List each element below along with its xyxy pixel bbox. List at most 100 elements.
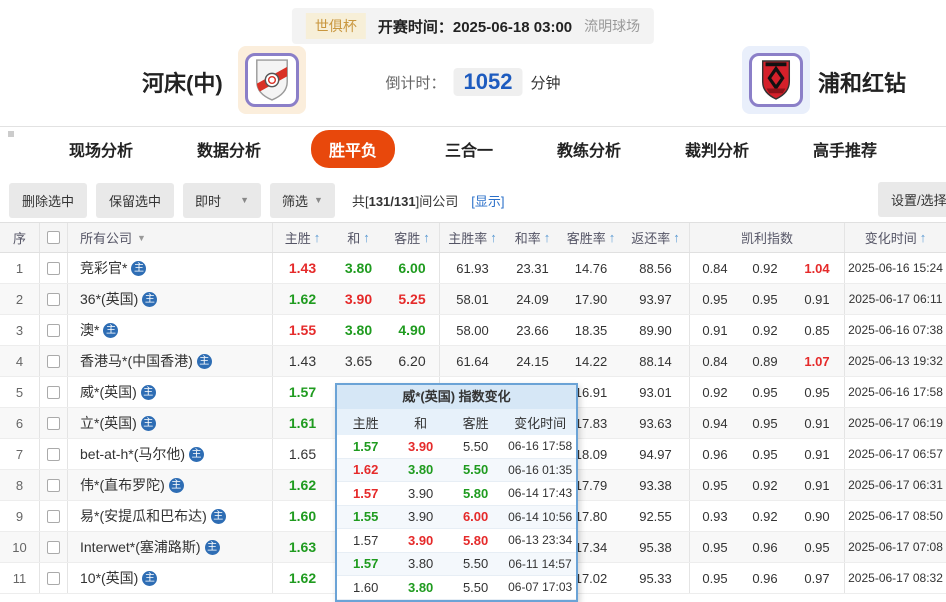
company-cell[interactable]: 威*(英国) 主 (68, 377, 273, 407)
popup-odds-value: 3.90 (407, 509, 434, 525)
row-checkbox[interactable] (47, 478, 60, 492)
home-badge-icon: 主 (210, 508, 226, 524)
row-checkbox[interactable] (47, 323, 60, 337)
row-checkbox-cell (40, 284, 68, 314)
tab-three-in-one[interactable]: 三合一 (444, 143, 493, 160)
row-checkbox[interactable] (47, 540, 60, 554)
delete-selected-button[interactable]: 删除选中 (9, 182, 88, 218)
tab-coach-analysis[interactable]: 教练分析 (557, 143, 622, 160)
col-header-draw[interactable]: 和 ↑ (347, 230, 370, 246)
row-checkbox[interactable] (47, 385, 60, 399)
popup-odds-value: 1.55 (353, 509, 379, 525)
popup-odds-value: 1.60 (353, 579, 379, 595)
row-checkbox[interactable] (47, 571, 60, 585)
company-cell[interactable]: 36*(英国) 主 (68, 284, 273, 314)
popup-odds-value: 3.90 (407, 485, 434, 501)
keep-selected-button[interactable]: 保留选中 (96, 182, 175, 218)
odds-value: 1.65 (288, 446, 317, 462)
time-filter-dropdown[interactable]: 即时 ▼ (183, 182, 262, 218)
row-checkbox-cell (40, 501, 68, 531)
rate-value: 95.33 (622, 563, 690, 593)
company-cell[interactable]: 伟*(直布罗陀) 主 (68, 470, 273, 500)
kelly-value: 0.95 (702, 539, 728, 555)
home-badge-icon: 主 (142, 291, 158, 307)
row-index: 5 (0, 377, 40, 407)
popup-change-time: 06-07 17:03 (508, 580, 573, 595)
rate-value: 88.14 (622, 346, 690, 376)
popup-change-time: 06-11 14:57 (508, 556, 572, 571)
col-header-home-rate[interactable]: 主胜率 ↑ (448, 230, 497, 246)
col-header-change-time[interactable]: 变化时间 ↑ (864, 230, 927, 246)
change-time: 2025-06-16 15:24 (848, 261, 943, 275)
sort-up-icon: ↑ (313, 230, 321, 245)
company-cell[interactable]: 易*(安提瓜和巴布达) 主 (68, 501, 273, 531)
popup-body: 1.57 3.90 5.50 06-16 17:58 1.62 3.80 5.50 06-16… (337, 435, 576, 600)
time-filter-label: 即时 (195, 193, 222, 209)
col-header-kelly[interactable]: 凯利指数 (690, 223, 845, 252)
company-cell[interactable]: 香港马*(中国香港) 主 (68, 346, 273, 376)
col-header-home[interactable]: 主胜 ↑ (284, 230, 321, 246)
company-cell[interactable]: 竞彩官* 主 (68, 253, 273, 283)
sort-up-icon: ↑ (423, 230, 430, 245)
filter-dropdown[interactable]: 筛选 ▼ (270, 182, 335, 218)
company-name: Interwet*(塞浦路斯) (80, 539, 201, 555)
row-checkbox[interactable] (47, 447, 60, 461)
row-index: 9 (0, 501, 40, 531)
col-header-index[interactable]: 序 (0, 223, 40, 252)
rate-value: 93.38 (622, 470, 690, 500)
select-all-checkbox[interactable] (47, 231, 60, 244)
company-cell[interactable]: bet-at-h*(马尔他) 主 (68, 439, 273, 469)
popup-col-header: 变化时间 (514, 415, 567, 431)
rate-value: 93.63 (622, 408, 690, 438)
kelly-value: 0.95 (790, 532, 845, 562)
urawa-reds-crest-icon (761, 60, 791, 100)
company-name: 竞彩官* (80, 260, 128, 276)
match-info-bar: 世俱杯 开赛时间：2025-06-18 03:00 流明球场 (291, 8, 655, 44)
rate-value: 61.93 (456, 260, 489, 276)
odds-value: 3.80 (344, 322, 373, 338)
change-time: 2025-06-17 06:11 (848, 292, 943, 306)
kelly-value: 0.95 (790, 377, 845, 407)
tab-expert-picks[interactable]: 高手推荐 (813, 143, 878, 160)
kelly-value: 0.95 (702, 477, 728, 493)
rate-value: 88.56 (622, 253, 690, 283)
row-index: 4 (0, 346, 40, 376)
popup-row: 1.57 3.90 5.50 06-16 17:58 (337, 435, 576, 459)
company-cell[interactable]: 立*(英国) 主 (68, 408, 273, 438)
odds-value: 1.43 (288, 260, 317, 276)
tab-win-draw-lose[interactable]: 胜平负 (310, 130, 395, 168)
company-cell[interactable]: 10*(英国) 主 (68, 563, 273, 593)
col-header-away-rate[interactable]: 客胜率 ↑ (566, 230, 616, 246)
row-checkbox[interactable] (47, 292, 60, 306)
row-checkbox[interactable] (47, 416, 60, 430)
company-cell[interactable]: Interwet*(塞浦路斯) 主 (68, 532, 273, 562)
popup-odds-value: 3.90 (407, 532, 434, 548)
company-name: 伟*(直布罗陀) (80, 477, 165, 493)
show-link[interactable]: [显示] (471, 193, 505, 209)
settings-button[interactable]: 设置/选择 (878, 182, 946, 217)
change-time: 2025-06-17 07:08 (848, 540, 943, 554)
kelly-value: 0.90 (790, 501, 845, 531)
tab-live-analysis[interactable]: 现场分析 (68, 143, 133, 160)
countdown: 倒计时： 1052 分钟 (386, 68, 560, 96)
col-header-company[interactable]: 所有公司 ▼ (68, 223, 273, 252)
popup-col-header: 客胜 (462, 415, 489, 431)
popup-odds-value: 5.50 (462, 556, 489, 572)
col-header-draw-rate[interactable]: 和率 ↑ (514, 230, 551, 246)
row-checkbox[interactable] (47, 509, 60, 523)
col-header-return-rate[interactable]: 返还率 ↑ (622, 223, 690, 252)
kelly-value: 0.95 (752, 446, 778, 462)
change-time: 2025-06-17 08:32 (848, 571, 943, 585)
row-checkbox[interactable] (47, 261, 60, 275)
row-checkbox-cell (40, 439, 68, 469)
tab-data-analysis[interactable]: 数据分析 (196, 143, 261, 160)
company-cell[interactable]: 澳* 主 (68, 315, 273, 345)
rate-value: 89.90 (622, 315, 690, 345)
col-header-away[interactable]: 客胜 ↑ (385, 223, 440, 252)
row-checkbox[interactable] (47, 354, 60, 368)
row-checkbox-cell (40, 377, 68, 407)
company-count: 共[131/131]间公司 (351, 193, 459, 209)
tab-referee-analysis[interactable]: 裁判分析 (685, 143, 750, 160)
popup-change-time: 06-14 17:43 (508, 486, 573, 501)
sort-up-icon: ↑ (490, 230, 497, 245)
